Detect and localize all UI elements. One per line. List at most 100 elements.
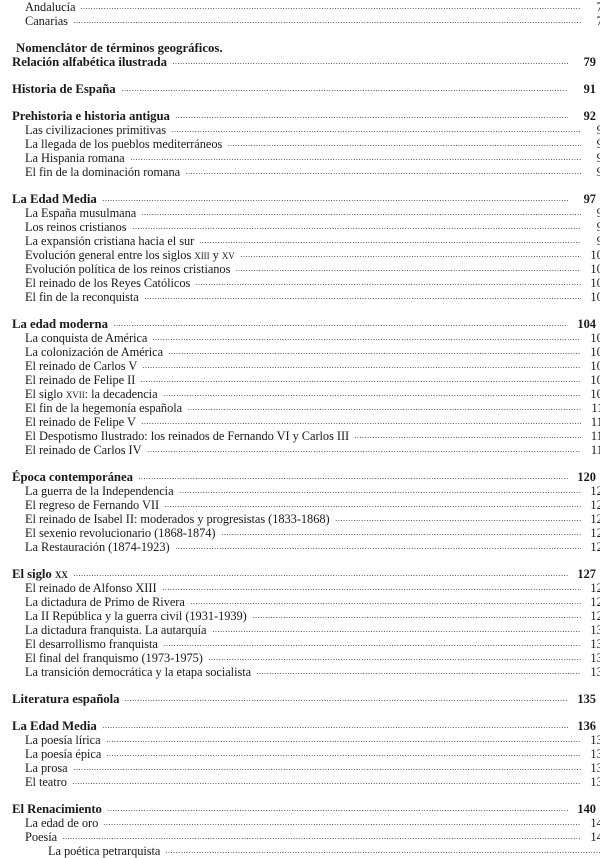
toc-page-number: 140 xyxy=(577,802,596,816)
toc-entry-title: Andalucía xyxy=(25,0,76,14)
toc-entry[interactable]: La colonización de América 105 xyxy=(0,345,600,359)
toc-entry-title: El sexenio revolucionario (1868-1874) xyxy=(25,526,216,540)
toc-entry[interactable]: La prosa 138 xyxy=(0,761,600,775)
toc-page-number: 136 xyxy=(590,747,600,761)
toc-entry-title: La expansión cristiana hacia el sur xyxy=(25,234,195,248)
toc-entry[interactable]: La expansión cristiana hacia el sur 99 xyxy=(0,234,600,248)
toc-page-number: 102 xyxy=(590,276,600,290)
toc-entry-title: La dictadura de Primo de Rivera xyxy=(25,595,185,609)
toc-page-number: 124 xyxy=(590,526,600,540)
toc-entry[interactable]: El reinado de Carlos V 107 xyxy=(0,359,600,373)
toc-entry[interactable]: Las civilizaciones primitivas 92 xyxy=(0,123,600,137)
toc-page-number: 97 xyxy=(583,192,596,206)
toc-entry[interactable]: El reinado de Isabel II: moderados y pro… xyxy=(0,512,600,526)
toc-entry[interactable]: La poesía épica 136 xyxy=(0,747,600,761)
toc-entry[interactable]: El reinado de Felipe V 112 xyxy=(0,415,600,429)
toc-entry[interactable]: La llegada de los pueblos mediterráneos 9… xyxy=(0,137,600,151)
toc-entry[interactable]: El siglo XVII: la decadencia 109 xyxy=(0,387,600,401)
toc-entry[interactable]: La Hispania romana 93 xyxy=(0,151,600,165)
toc-page-number: 136 xyxy=(590,733,600,747)
toc-entry-title: El regreso de Fernando VII xyxy=(25,498,160,512)
toc-entry-title: Relación alfabética ilustrada xyxy=(12,55,167,69)
toc-entry-title: El siglo XVII: la decadencia xyxy=(25,387,158,401)
toc-page-number: 92 xyxy=(596,123,600,137)
toc-entry-title: El reinado de Carlos V xyxy=(25,359,138,373)
toc-entry[interactable]: La edad moderna 104 xyxy=(4,317,596,331)
toc-dot-leader xyxy=(129,158,581,160)
toc-entry[interactable]: Andalucía 76 xyxy=(0,0,600,14)
toc-page-number: 136 xyxy=(577,719,596,733)
toc-page-number: 122 xyxy=(590,512,600,526)
toc-entry[interactable]: El desarrollismo franquista 131 xyxy=(0,637,600,651)
toc-entry[interactable]: Prehistoria e historia antigua 92 xyxy=(4,109,596,123)
toc-entry[interactable]: El reinado de los Reyes Católicos 102 xyxy=(0,276,600,290)
toc-entry[interactable]: La edad de oro 140 xyxy=(0,816,600,830)
toc-dot-leader xyxy=(62,837,581,839)
section-spacer xyxy=(0,304,600,317)
toc-entry[interactable]: La II República y la guerra civil (1931-… xyxy=(0,609,600,623)
toc-entry-title: La poesía épica xyxy=(25,747,102,761)
toc-dot-leader xyxy=(112,324,568,326)
toc-entry[interactable]: La Edad Media 136 xyxy=(4,719,596,733)
toc-entry[interactable]: Historia de España 91 xyxy=(4,82,596,96)
toc-page-number: 135 xyxy=(577,692,596,706)
toc-entry-title: Literatura española xyxy=(12,692,120,706)
toc-entry-title: La edad moderna xyxy=(12,317,108,331)
toc-entry[interactable]: El reinado de Carlos IV 117 xyxy=(0,443,600,457)
toc-entry[interactable]: El reinado de Felipe II 108 xyxy=(0,373,600,387)
toc-entry[interactable]: La poética petrarquista141 xyxy=(0,844,600,858)
toc-entry-title: El fin de la reconquista xyxy=(25,290,139,304)
toc-entry[interactable]: Poesía 141 xyxy=(0,830,600,844)
toc-entry[interactable]: Canarias 78 xyxy=(0,14,600,28)
toc-page-number: 91 xyxy=(583,82,596,96)
toc-dot-leader xyxy=(106,809,568,811)
toc-entry-title: La guerra de la Independencia xyxy=(25,484,174,498)
toc-entry[interactable]: El Despotismo Ilustrado: los reinados de… xyxy=(0,429,600,443)
toc-page-number: 95 xyxy=(596,165,600,179)
toc-entry[interactable]: El fin de la reconquista 103 xyxy=(0,290,600,304)
toc-entry[interactable]: El sexenio revolucionario (1868-1874) 124 xyxy=(0,526,600,540)
toc-entry[interactable]: Los reinos cristianos 98 xyxy=(0,220,600,234)
toc-page-number: 132 xyxy=(590,665,600,679)
toc-entry[interactable]: El regreso de Fernando VII 121 xyxy=(0,498,600,512)
toc-page-number: 79 xyxy=(583,55,596,69)
toc-page-number: 92 xyxy=(583,109,596,123)
toc-entry[interactable]: La España musulmana 97 xyxy=(0,206,600,220)
toc-entry[interactable]: El teatro 139 xyxy=(0,775,600,789)
toc-dot-leader xyxy=(178,491,581,493)
section-spacer xyxy=(0,679,600,692)
toc-dot-leader xyxy=(101,726,568,728)
toc-entry[interactable]: El fin de la hegemonía española 111 xyxy=(0,401,600,415)
toc-page-number: 109 xyxy=(590,387,600,401)
toc-entry[interactable]: El reinado de Alfonso XIII 127 xyxy=(0,581,600,595)
toc-entry[interactable]: El final del franquismo (1973-1975) 132 xyxy=(0,651,600,665)
toc-entry[interactable]: La Restauración (1874-1923) 125 xyxy=(0,540,600,554)
toc-dot-leader xyxy=(143,297,581,299)
toc-entry[interactable]: El Renacimiento 140 xyxy=(4,802,596,816)
toc-entry-title: El reinado de los Reyes Católicos xyxy=(25,276,191,290)
toc-entry[interactable]: La dictadura de Primo de Rivera 128 xyxy=(0,595,600,609)
toc-entry[interactable]: La Edad Media 97 xyxy=(4,192,596,206)
toc-dot-leader xyxy=(334,519,581,521)
toc-entry-title: El final del franquismo (1973-1975) xyxy=(25,651,203,665)
toc-dot-leader xyxy=(80,7,581,9)
toc-entry-title: La transición democrática y la etapa soc… xyxy=(25,665,252,679)
toc-dot-leader xyxy=(124,699,568,701)
toc-entry[interactable]: Evolución política de los reinos cristia… xyxy=(0,262,600,276)
toc-entry[interactable]: El siglo XX 127 xyxy=(4,567,596,581)
toc-dot-leader xyxy=(207,658,581,660)
toc-entry[interactable]: La poesía lírica 136 xyxy=(0,733,600,747)
toc-entry[interactable]: Relación alfabética ilustrada 79 xyxy=(4,55,596,69)
toc-entry-title: El fin de la dominación romana xyxy=(25,165,181,179)
toc-entry-title: El siglo XX xyxy=(12,567,68,581)
toc-dot-leader xyxy=(354,436,581,438)
toc-entry[interactable]: Época contemporánea 120 xyxy=(4,470,596,484)
toc-entry[interactable]: Literatura española 135 xyxy=(4,692,596,706)
toc-entry-title: El Despotismo Ilustrado: los reinados de… xyxy=(25,429,350,443)
toc-entry[interactable]: La guerra de la Independencia 120 xyxy=(0,484,600,498)
toc-entry[interactable]: La transición democrática y la etapa soc… xyxy=(0,665,600,679)
toc-entry[interactable]: Evolución general entre los siglos XIII … xyxy=(0,248,600,262)
toc-entry[interactable]: La dictadura franquista. La autarquía 131 xyxy=(0,623,600,637)
toc-entry[interactable]: El fin de la dominación romana 95 xyxy=(0,165,600,179)
toc-entry[interactable]: La conquista de América 104 xyxy=(0,331,600,345)
